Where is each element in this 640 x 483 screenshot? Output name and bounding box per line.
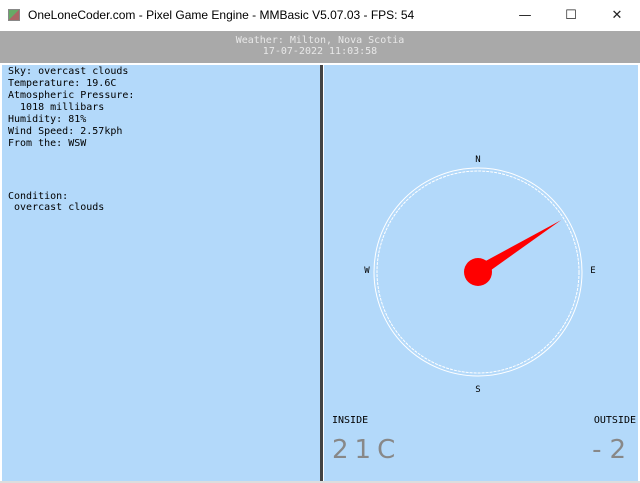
- close-button[interactable]: ✕: [611, 7, 623, 23]
- outside-label: OUTSIDE: [593, 415, 636, 426]
- location: Weather: Milton, Nova Scotia: [235, 35, 405, 46]
- divider: [320, 65, 323, 483]
- inside-label: INSIDE: [332, 415, 369, 426]
- compass-e: E: [590, 266, 595, 276]
- header: Weather: Milton, Nova Scotia 17-07-2022 …: [0, 31, 640, 63]
- temperature: Temperature: 19.6C: [8, 78, 117, 89]
- bottom-border: [0, 481, 640, 483]
- compass-n: N: [475, 155, 480, 165]
- compass-panel: N E S W INSIDE OUTSIDE 21C -2: [324, 65, 638, 481]
- minimize-button[interactable]: —: [518, 7, 532, 23]
- weather-panel: Sky: overcast clouds Temperature: 19.6C …: [2, 65, 320, 481]
- outside-temp: -2: [592, 435, 634, 465]
- maximize-button[interactable]: ☐: [565, 7, 577, 23]
- wind-speed: Wind Speed: 2.57kph: [8, 126, 123, 137]
- compass-w: W: [364, 266, 370, 276]
- title-bar: OneLoneCoder.com - Pixel Game Engine - M…: [0, 0, 640, 30]
- humidity: Humidity: 81%: [8, 114, 87, 125]
- condition-value: overcast clouds: [8, 202, 105, 213]
- compass-s: S: [475, 385, 480, 395]
- needle-hub: [464, 258, 492, 286]
- wind-from: From the: WSW: [8, 138, 87, 149]
- sky: Sky: overcast clouds: [8, 66, 129, 77]
- compass-ring-inner: [376, 170, 580, 374]
- app-icon: [8, 9, 20, 21]
- pressure-label: Atmospheric Pressure:: [8, 90, 135, 101]
- condition-label: Condition:: [8, 191, 69, 202]
- wind-needle: [474, 220, 562, 278]
- window-title: OneLoneCoder.com - Pixel Game Engine - M…: [28, 8, 415, 22]
- compass: N E S W: [364, 155, 595, 395]
- inside-temp: 21C: [332, 435, 402, 465]
- compass-ring-outer: [373, 167, 583, 377]
- pressure-value: 1018 millibars: [8, 102, 105, 113]
- datetime: 17-07-2022 11:03:58: [262, 46, 378, 57]
